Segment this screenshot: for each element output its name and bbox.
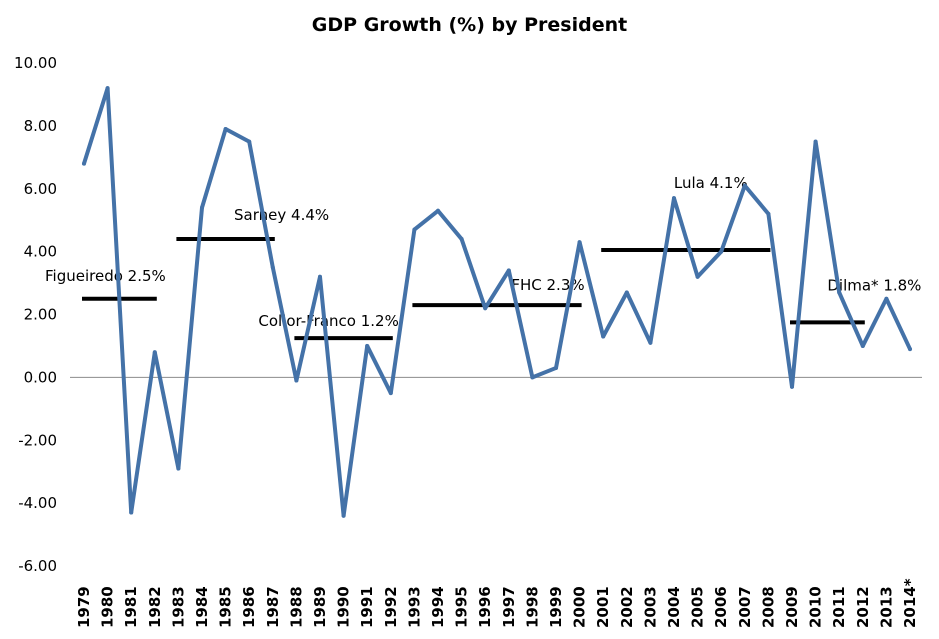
data-point <box>152 350 157 355</box>
x-tick-label: 1982 <box>146 586 164 628</box>
x-tick-label: 2011 <box>830 586 848 628</box>
data-point <box>388 391 393 396</box>
data-point <box>365 343 370 348</box>
x-tick-label: 1993 <box>405 586 423 628</box>
data-point <box>766 211 771 216</box>
data-point <box>223 127 228 132</box>
data-point <box>105 86 110 91</box>
x-tick-label: 2009 <box>783 586 801 628</box>
x-tick-label: 1991 <box>358 586 376 628</box>
x-tick-label: 1980 <box>99 586 117 628</box>
x-tick-label: 1996 <box>476 586 494 628</box>
gdp-growth-line <box>82 86 912 518</box>
x-tick-label: 2008 <box>759 586 777 628</box>
x-tick-label: 2005 <box>689 586 707 628</box>
x-tick-label: 1981 <box>122 586 140 628</box>
data-point <box>530 375 535 380</box>
x-tick-label: 1990 <box>335 586 353 628</box>
data-point <box>884 296 889 301</box>
data-point <box>436 208 440 213</box>
data-point <box>506 268 511 273</box>
data-point <box>200 205 204 210</box>
data-point <box>837 290 842 295</box>
x-tick-label: 2013 <box>877 586 895 628</box>
x-tick-label: 1984 <box>193 586 211 628</box>
x-tick-label: 1989 <box>311 586 329 628</box>
data-point <box>908 347 912 352</box>
y-tick-label: 2.00 <box>24 306 57 324</box>
average-label: Dilma* 1.8% <box>827 276 921 294</box>
x-tick-label: 2004 <box>665 586 683 628</box>
y-tick-label: 6.00 <box>24 180 57 198</box>
data-point <box>624 290 629 295</box>
data-point <box>672 196 676 201</box>
x-tick-label: 1986 <box>240 586 258 628</box>
data-point <box>176 466 181 471</box>
y-tick-label: -2.00 <box>18 431 57 449</box>
data-point <box>719 249 724 254</box>
y-tick-label: -6.00 <box>18 557 57 575</box>
president-averages: Figueiredo 2.5% Sarney 4.4% Collor-Franco … <box>45 174 921 341</box>
data-point <box>860 343 865 348</box>
x-tick-label: 1994 <box>429 586 447 628</box>
x-tick-label: 2001 <box>594 586 612 628</box>
x-tick-label: 2014* <box>901 578 919 628</box>
data-point <box>318 274 322 279</box>
x-tick-label: 1983 <box>169 586 187 628</box>
x-tick-label: 1988 <box>287 586 305 628</box>
x-tick-label: 2000 <box>571 586 589 628</box>
x-tick-label: 2003 <box>641 586 659 628</box>
x-tick-label: 1999 <box>547 586 565 628</box>
data-point <box>695 274 700 279</box>
data-point <box>577 240 582 245</box>
average-label: Figueiredo 2.5% <box>45 267 166 285</box>
data-point <box>412 227 417 232</box>
data-point <box>554 365 558 370</box>
chart-title: GDP Growth (%) by President <box>311 14 628 36</box>
y-axis: 10.00 8.00 6.00 4.00 2.00 0.00 -2.00 -4.00 -6.00 <box>14 54 922 575</box>
x-tick-label: 1997 <box>500 586 518 628</box>
data-point <box>790 384 794 389</box>
data-point <box>648 340 653 345</box>
x-tick-label: 2006 <box>712 586 730 628</box>
series-layer <box>82 86 912 518</box>
data-point <box>459 237 464 242</box>
y-tick-label: 0.00 <box>24 368 57 386</box>
average-label: Collor-Franco 1.2% <box>258 312 399 330</box>
data-point <box>601 334 606 339</box>
y-tick-label: 8.00 <box>24 117 57 135</box>
x-tick-label: 1995 <box>453 586 471 628</box>
data-point <box>247 139 252 144</box>
x-tick-label: 1992 <box>382 586 400 628</box>
x-tick-label: 1998 <box>523 586 541 628</box>
x-tick-label: 2010 <box>807 586 825 628</box>
x-axis: 1979 1980 1981 1982 1983 1984 1985 1986 1987 1988… <box>75 578 919 628</box>
y-tick-label: 10.00 <box>14 54 57 72</box>
data-point <box>82 161 86 166</box>
x-tick-label: 2007 <box>736 586 754 628</box>
data-point <box>294 378 299 383</box>
average-label: Lula 4.1% <box>674 174 748 192</box>
x-tick-label: 1985 <box>217 586 235 628</box>
data-point <box>341 513 346 518</box>
average-label: Sarney 4.4% <box>234 206 329 224</box>
data-point <box>270 265 275 270</box>
data-point <box>129 510 134 515</box>
average-label: FHC 2.3% <box>511 276 584 294</box>
y-tick-label: 4.00 <box>24 243 57 261</box>
x-tick-label: 1987 <box>264 586 282 628</box>
data-point <box>742 183 747 188</box>
data-point <box>483 306 488 311</box>
data-point <box>813 139 818 144</box>
x-tick-label: 2012 <box>854 586 872 628</box>
x-tick-label: 2002 <box>618 586 636 628</box>
x-tick-label: 1979 <box>75 586 93 628</box>
y-tick-label: -4.00 <box>18 494 57 512</box>
